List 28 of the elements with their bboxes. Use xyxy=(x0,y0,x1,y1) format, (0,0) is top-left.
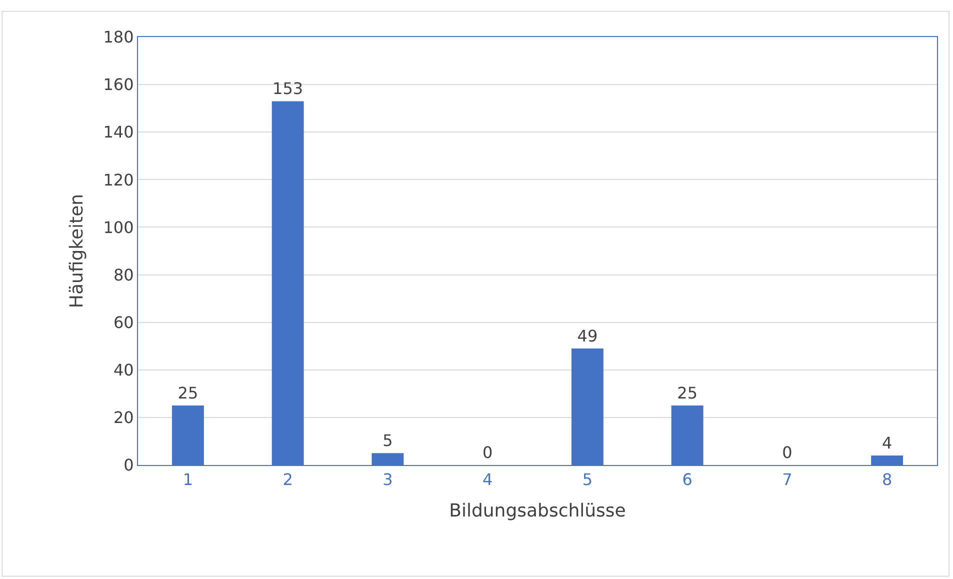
y-tick-label: 60 xyxy=(113,312,134,332)
y-tick-label: 0 xyxy=(124,456,134,475)
x-tick-label: 5 xyxy=(582,470,593,490)
data-label: 0 xyxy=(782,443,792,462)
data-label: 25 xyxy=(178,384,198,403)
y-tick-label: 20 xyxy=(113,408,134,428)
data-label: 25 xyxy=(677,384,698,403)
x-tick-label: 3 xyxy=(382,470,393,490)
x-tick-label: 2 xyxy=(282,470,293,490)
x-tick-label: 7 xyxy=(782,470,792,490)
x-tick-label: 4 xyxy=(482,470,493,490)
data-label: 4 xyxy=(882,433,892,452)
y-tick-label: 100 xyxy=(103,218,134,237)
x-tick-label: 8 xyxy=(882,470,892,490)
x-tick-label: 1 xyxy=(182,470,194,490)
y-tick-label: 80 xyxy=(113,265,134,284)
y-tick-label: 180 xyxy=(103,28,134,47)
data-label: 5 xyxy=(382,431,393,450)
data-label: 49 xyxy=(577,326,598,346)
x-tick-label: 6 xyxy=(682,470,692,490)
y-axis-title: Häufigkeiten xyxy=(66,194,88,308)
y-tick-label: 160 xyxy=(103,75,134,94)
x-axis-title: Bildungsabschlüsse xyxy=(449,500,626,522)
y-tick-label: 120 xyxy=(103,170,134,190)
y-tick-label: 140 xyxy=(103,122,134,142)
data-label: 0 xyxy=(482,443,493,462)
y-tick-label: 40 xyxy=(113,360,134,380)
data-label: 153 xyxy=(272,79,304,98)
